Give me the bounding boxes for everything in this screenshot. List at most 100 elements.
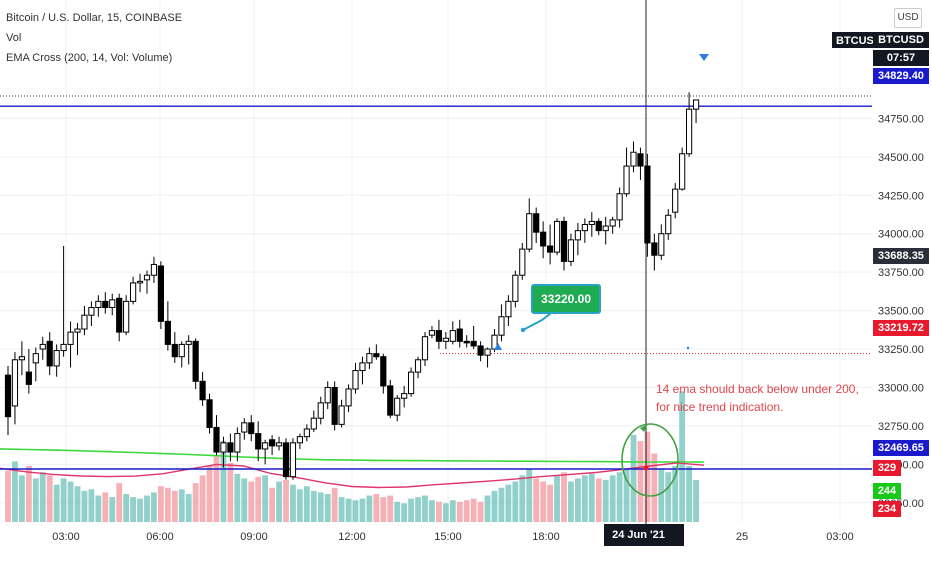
ema-short-line bbox=[0, 462, 705, 489]
volume-bar bbox=[53, 484, 60, 522]
ema-long-line bbox=[0, 448, 704, 463]
candle-body bbox=[588, 220, 595, 225]
candle-body bbox=[686, 108, 693, 155]
candle-body bbox=[310, 417, 317, 430]
hline-top-tag: 34829.40 bbox=[873, 68, 929, 84]
candle-body bbox=[4, 374, 12, 418]
candle-body bbox=[157, 265, 165, 322]
legend-volume: Vol bbox=[6, 32, 22, 44]
candle-body bbox=[672, 188, 679, 213]
x-tick-label: 15:00 bbox=[434, 531, 462, 543]
symbol-tag: BTCUSD bbox=[873, 32, 929, 48]
candle-body bbox=[477, 345, 484, 356]
volume-bar bbox=[491, 490, 498, 522]
y-tick-label: 33750.00 bbox=[878, 267, 924, 279]
volume-bar bbox=[686, 466, 692, 522]
volume-bar bbox=[234, 473, 241, 522]
volume-bar bbox=[32, 478, 39, 522]
candle-body bbox=[567, 239, 575, 262]
volume-bar bbox=[505, 484, 512, 522]
volume-bar bbox=[373, 494, 380, 522]
candle-body bbox=[116, 297, 123, 333]
candle-body bbox=[46, 340, 53, 367]
volume-bar bbox=[324, 494, 331, 522]
callout-anchor bbox=[520, 327, 526, 333]
volume-bar bbox=[359, 498, 366, 522]
volume-bar bbox=[74, 486, 81, 522]
candle-body bbox=[67, 331, 74, 345]
price-callout[interactable]: 33220.00 bbox=[531, 284, 601, 314]
volume-bar bbox=[658, 469, 665, 522]
volume-bar bbox=[213, 456, 220, 522]
volume-bar bbox=[12, 461, 18, 522]
volume-bar bbox=[303, 486, 310, 522]
x-tick-label: 25 bbox=[736, 531, 748, 543]
volume-bar bbox=[651, 453, 658, 522]
candle-body bbox=[109, 299, 116, 309]
volume-bar bbox=[456, 501, 463, 522]
volume-bar bbox=[67, 481, 74, 522]
x-tick-label: 12:00 bbox=[338, 531, 366, 543]
annotation-line-1: 14 ema should back below under 200, bbox=[656, 382, 859, 396]
candle-body bbox=[95, 300, 102, 309]
volume-bar bbox=[269, 487, 275, 522]
volume-bar bbox=[164, 487, 171, 522]
candle-body bbox=[359, 362, 366, 372]
candle-body bbox=[428, 330, 436, 336]
volume-bar bbox=[533, 478, 540, 522]
volume-bar bbox=[380, 497, 387, 522]
volume-bar bbox=[317, 492, 324, 522]
candle-body bbox=[679, 153, 686, 190]
volume-bar bbox=[178, 489, 185, 522]
candle-body bbox=[665, 214, 672, 235]
vol-ma-1-tag: 329 bbox=[873, 460, 901, 476]
vol-ma-2-tag: 244 bbox=[873, 483, 901, 499]
volume-bar bbox=[581, 475, 588, 522]
volume-bar bbox=[387, 495, 394, 522]
y-tick-label: 33250.00 bbox=[878, 344, 924, 356]
volume-bar bbox=[609, 475, 616, 522]
volume-bar bbox=[297, 489, 303, 522]
candle-body bbox=[303, 428, 310, 438]
volume-bar bbox=[644, 431, 651, 522]
candle-body bbox=[136, 280, 144, 284]
candle-body bbox=[581, 223, 588, 232]
candle-body bbox=[178, 343, 185, 358]
candle-body bbox=[609, 219, 616, 227]
candle-body bbox=[637, 153, 644, 167]
volume-bar bbox=[130, 497, 136, 522]
candle-body bbox=[213, 426, 220, 453]
volume-bar bbox=[81, 490, 88, 522]
candle-body bbox=[185, 340, 192, 345]
volume-bar bbox=[616, 472, 623, 522]
candle-body bbox=[630, 151, 637, 167]
volume-bar bbox=[547, 484, 553, 522]
currency-button[interactable]: USD bbox=[894, 8, 922, 28]
vol-ma-3-tag: 234 bbox=[873, 501, 901, 517]
volume-bar bbox=[158, 486, 164, 522]
hline-bottom-tag: 32469.65 bbox=[873, 440, 929, 456]
volume-bar bbox=[665, 472, 672, 522]
candle-body bbox=[498, 316, 505, 336]
candle-body bbox=[60, 343, 67, 352]
volume-bar bbox=[540, 481, 547, 522]
y-tick-label: 32750.00 bbox=[878, 421, 924, 433]
candle-body bbox=[296, 436, 303, 444]
volume-bar bbox=[512, 481, 519, 522]
candle-body bbox=[401, 393, 408, 399]
candle-body bbox=[255, 433, 262, 450]
candle-body bbox=[463, 340, 470, 344]
y-tick-label: 34750.00 bbox=[878, 113, 924, 125]
volume-bar bbox=[422, 495, 428, 522]
volume-bar bbox=[602, 480, 609, 522]
candle-body bbox=[394, 397, 401, 416]
candle-body bbox=[519, 248, 526, 276]
chart-canvas[interactable]: 34750.00 34500.00 34250.00 34000.00 33750.00… bbox=[0, 0, 932, 550]
candle-body bbox=[449, 330, 456, 342]
crossover-dot bbox=[643, 465, 649, 471]
volume-bar bbox=[519, 475, 526, 522]
y-tick-label: 33500.00 bbox=[878, 306, 924, 318]
volume-bar bbox=[477, 501, 484, 522]
volume-bar bbox=[623, 469, 630, 522]
